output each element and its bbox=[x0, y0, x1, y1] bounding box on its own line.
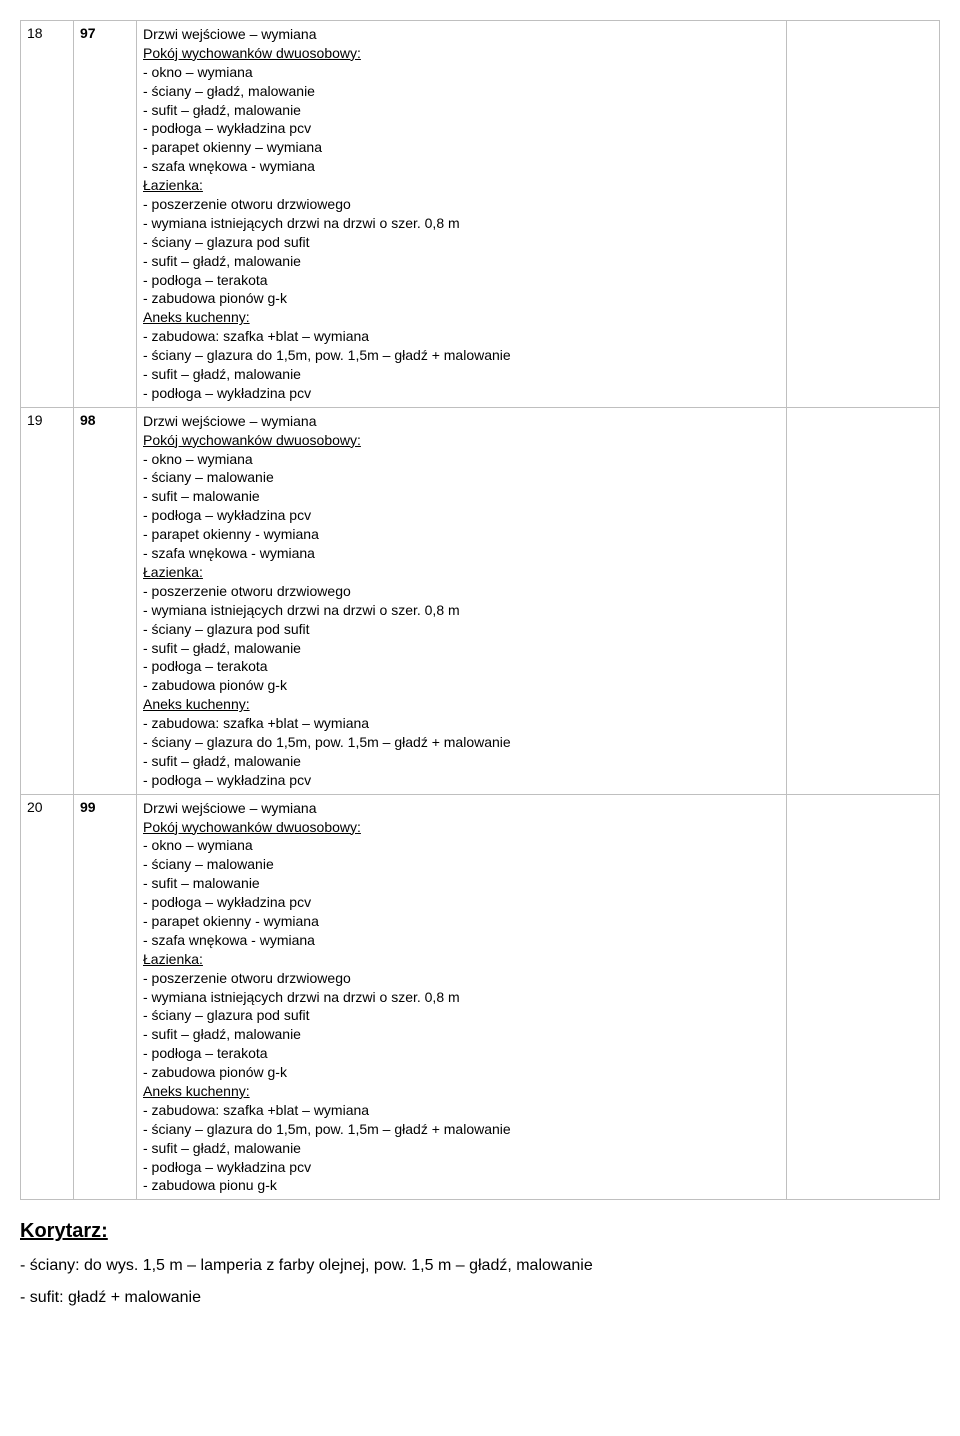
row-number: 19 bbox=[21, 407, 74, 794]
row-id: 97 bbox=[74, 21, 137, 408]
content-line: - poszerzenie otworu drzwiowego bbox=[143, 969, 780, 988]
row-id: 98 bbox=[74, 407, 137, 794]
table-row: 1998Drzwi wejściowe – wymianaPokój wycho… bbox=[21, 407, 940, 794]
content-line: Aneks kuchenny: bbox=[143, 308, 780, 327]
content-line: Łazienka: bbox=[143, 176, 780, 195]
content-line: - sufit – malowanie bbox=[143, 874, 780, 893]
content-line: - szafa wnękowa - wymiana bbox=[143, 157, 780, 176]
row-id: 99 bbox=[74, 794, 137, 1200]
row-number: 20 bbox=[21, 794, 74, 1200]
content-line: Łazienka: bbox=[143, 563, 780, 582]
table-row: 2099Drzwi wejściowe – wymianaPokój wycho… bbox=[21, 794, 940, 1200]
content-line: - sufit – gładź, malowanie bbox=[143, 1139, 780, 1158]
content-line: - podłoga – terakota bbox=[143, 271, 780, 290]
content-line: - ściany – malowanie bbox=[143, 468, 780, 487]
content-line: - podłoga – wykładzina pcv bbox=[143, 1158, 780, 1177]
content-line: Łazienka: bbox=[143, 950, 780, 969]
content-line: - szafa wnękowa - wymiana bbox=[143, 931, 780, 950]
content-line: - parapet okienny - wymiana bbox=[143, 912, 780, 931]
content-line: - zabudowa pionu g-k bbox=[143, 1176, 780, 1195]
content-line: - sufit – gładź, malowanie bbox=[143, 1025, 780, 1044]
content-line: - sufit – gładź, malowanie bbox=[143, 639, 780, 658]
content-line: Aneks kuchenny: bbox=[143, 695, 780, 714]
content-line: - parapet okienny – wymiana bbox=[143, 138, 780, 157]
content-line: - sufit – gładź, malowanie bbox=[143, 752, 780, 771]
row-empty bbox=[787, 794, 940, 1200]
row-content: Drzwi wejściowe – wymianaPokój wychowank… bbox=[137, 407, 787, 794]
content-line: - wymiana istniejących drzwi na drzwi o … bbox=[143, 988, 780, 1007]
paragraph-2: - sufit: gładź + malowanie bbox=[20, 1289, 940, 1307]
content-line: - poszerzenie otworu drzwiowego bbox=[143, 582, 780, 601]
row-content: Drzwi wejściowe – wymianaPokój wychowank… bbox=[137, 21, 787, 408]
content-line: - podłoga – wykładzina pcv bbox=[143, 893, 780, 912]
content-line: - wymiana istniejących drzwi na drzwi o … bbox=[143, 601, 780, 620]
content-line: - sufit – gładź, malowanie bbox=[143, 365, 780, 384]
content-line: - podłoga – wykładzina pcv bbox=[143, 771, 780, 790]
content-line: - zabudowa: szafka +blat – wymiana bbox=[143, 1101, 780, 1120]
content-line: - ściany – malowanie bbox=[143, 855, 780, 874]
content-line: - podłoga – wykładzina pcv bbox=[143, 506, 780, 525]
content-line: - poszerzenie otworu drzwiowego bbox=[143, 195, 780, 214]
content-line: - ściany – glazura do 1,5m, pow. 1,5m – … bbox=[143, 346, 780, 365]
content-line: - ściany – gładź, malowanie bbox=[143, 82, 780, 101]
content-line: Pokój wychowanków dwuosobowy: bbox=[143, 431, 780, 450]
content-line: - podłoga – terakota bbox=[143, 1044, 780, 1063]
content-line: - zabudowa pionów g-k bbox=[143, 1063, 780, 1082]
content-line: - sufit – gładź, malowanie bbox=[143, 252, 780, 271]
spec-table: 1897Drzwi wejściowe – wymianaPokój wycho… bbox=[20, 20, 940, 1200]
row-empty bbox=[787, 407, 940, 794]
content-line: Drzwi wejściowe – wymiana bbox=[143, 412, 780, 431]
row-number: 18 bbox=[21, 21, 74, 408]
content-line: - sufit – gładź, malowanie bbox=[143, 101, 780, 120]
content-line: - podłoga – terakota bbox=[143, 657, 780, 676]
content-line: Aneks kuchenny: bbox=[143, 1082, 780, 1101]
content-line: - podłoga – wykładzina pcv bbox=[143, 119, 780, 138]
content-line: - ściany – glazura pod sufit bbox=[143, 233, 780, 252]
content-line: Drzwi wejściowe – wymiana bbox=[143, 25, 780, 44]
content-line: Pokój wychowanków dwuosobowy: bbox=[143, 818, 780, 837]
content-line: Drzwi wejściowe – wymiana bbox=[143, 799, 780, 818]
paragraph-1: - ściany: do wys. 1,5 m – lamperia z far… bbox=[20, 1257, 940, 1275]
content-line: - wymiana istniejących drzwi na drzwi o … bbox=[143, 214, 780, 233]
table-row: 1897Drzwi wejściowe – wymianaPokój wycho… bbox=[21, 21, 940, 408]
content-line: - ściany – glazura pod sufit bbox=[143, 1006, 780, 1025]
row-content: Drzwi wejściowe – wymianaPokój wychowank… bbox=[137, 794, 787, 1200]
content-line: - podłoga – wykładzina pcv bbox=[143, 384, 780, 403]
content-line: - parapet okienny - wymiana bbox=[143, 525, 780, 544]
content-line: - sufit – malowanie bbox=[143, 487, 780, 506]
content-line: - ściany – glazura do 1,5m, pow. 1,5m – … bbox=[143, 1120, 780, 1139]
content-line: Pokój wychowanków dwuosobowy: bbox=[143, 44, 780, 63]
content-line: - zabudowa: szafka +blat – wymiana bbox=[143, 327, 780, 346]
row-empty bbox=[787, 21, 940, 408]
content-line: - zabudowa pionów g-k bbox=[143, 676, 780, 695]
content-line: - ściany – glazura pod sufit bbox=[143, 620, 780, 639]
content-line: - okno – wymiana bbox=[143, 63, 780, 82]
content-line: - ściany – glazura do 1,5m, pow. 1,5m – … bbox=[143, 733, 780, 752]
content-line: - szafa wnękowa - wymiana bbox=[143, 544, 780, 563]
content-line: - okno – wymiana bbox=[143, 450, 780, 469]
content-line: - zabudowa: szafka +blat – wymiana bbox=[143, 714, 780, 733]
section-heading: Korytarz: bbox=[20, 1220, 940, 1243]
content-line: - okno – wymiana bbox=[143, 836, 780, 855]
content-line: - zabudowa pionów g-k bbox=[143, 289, 780, 308]
